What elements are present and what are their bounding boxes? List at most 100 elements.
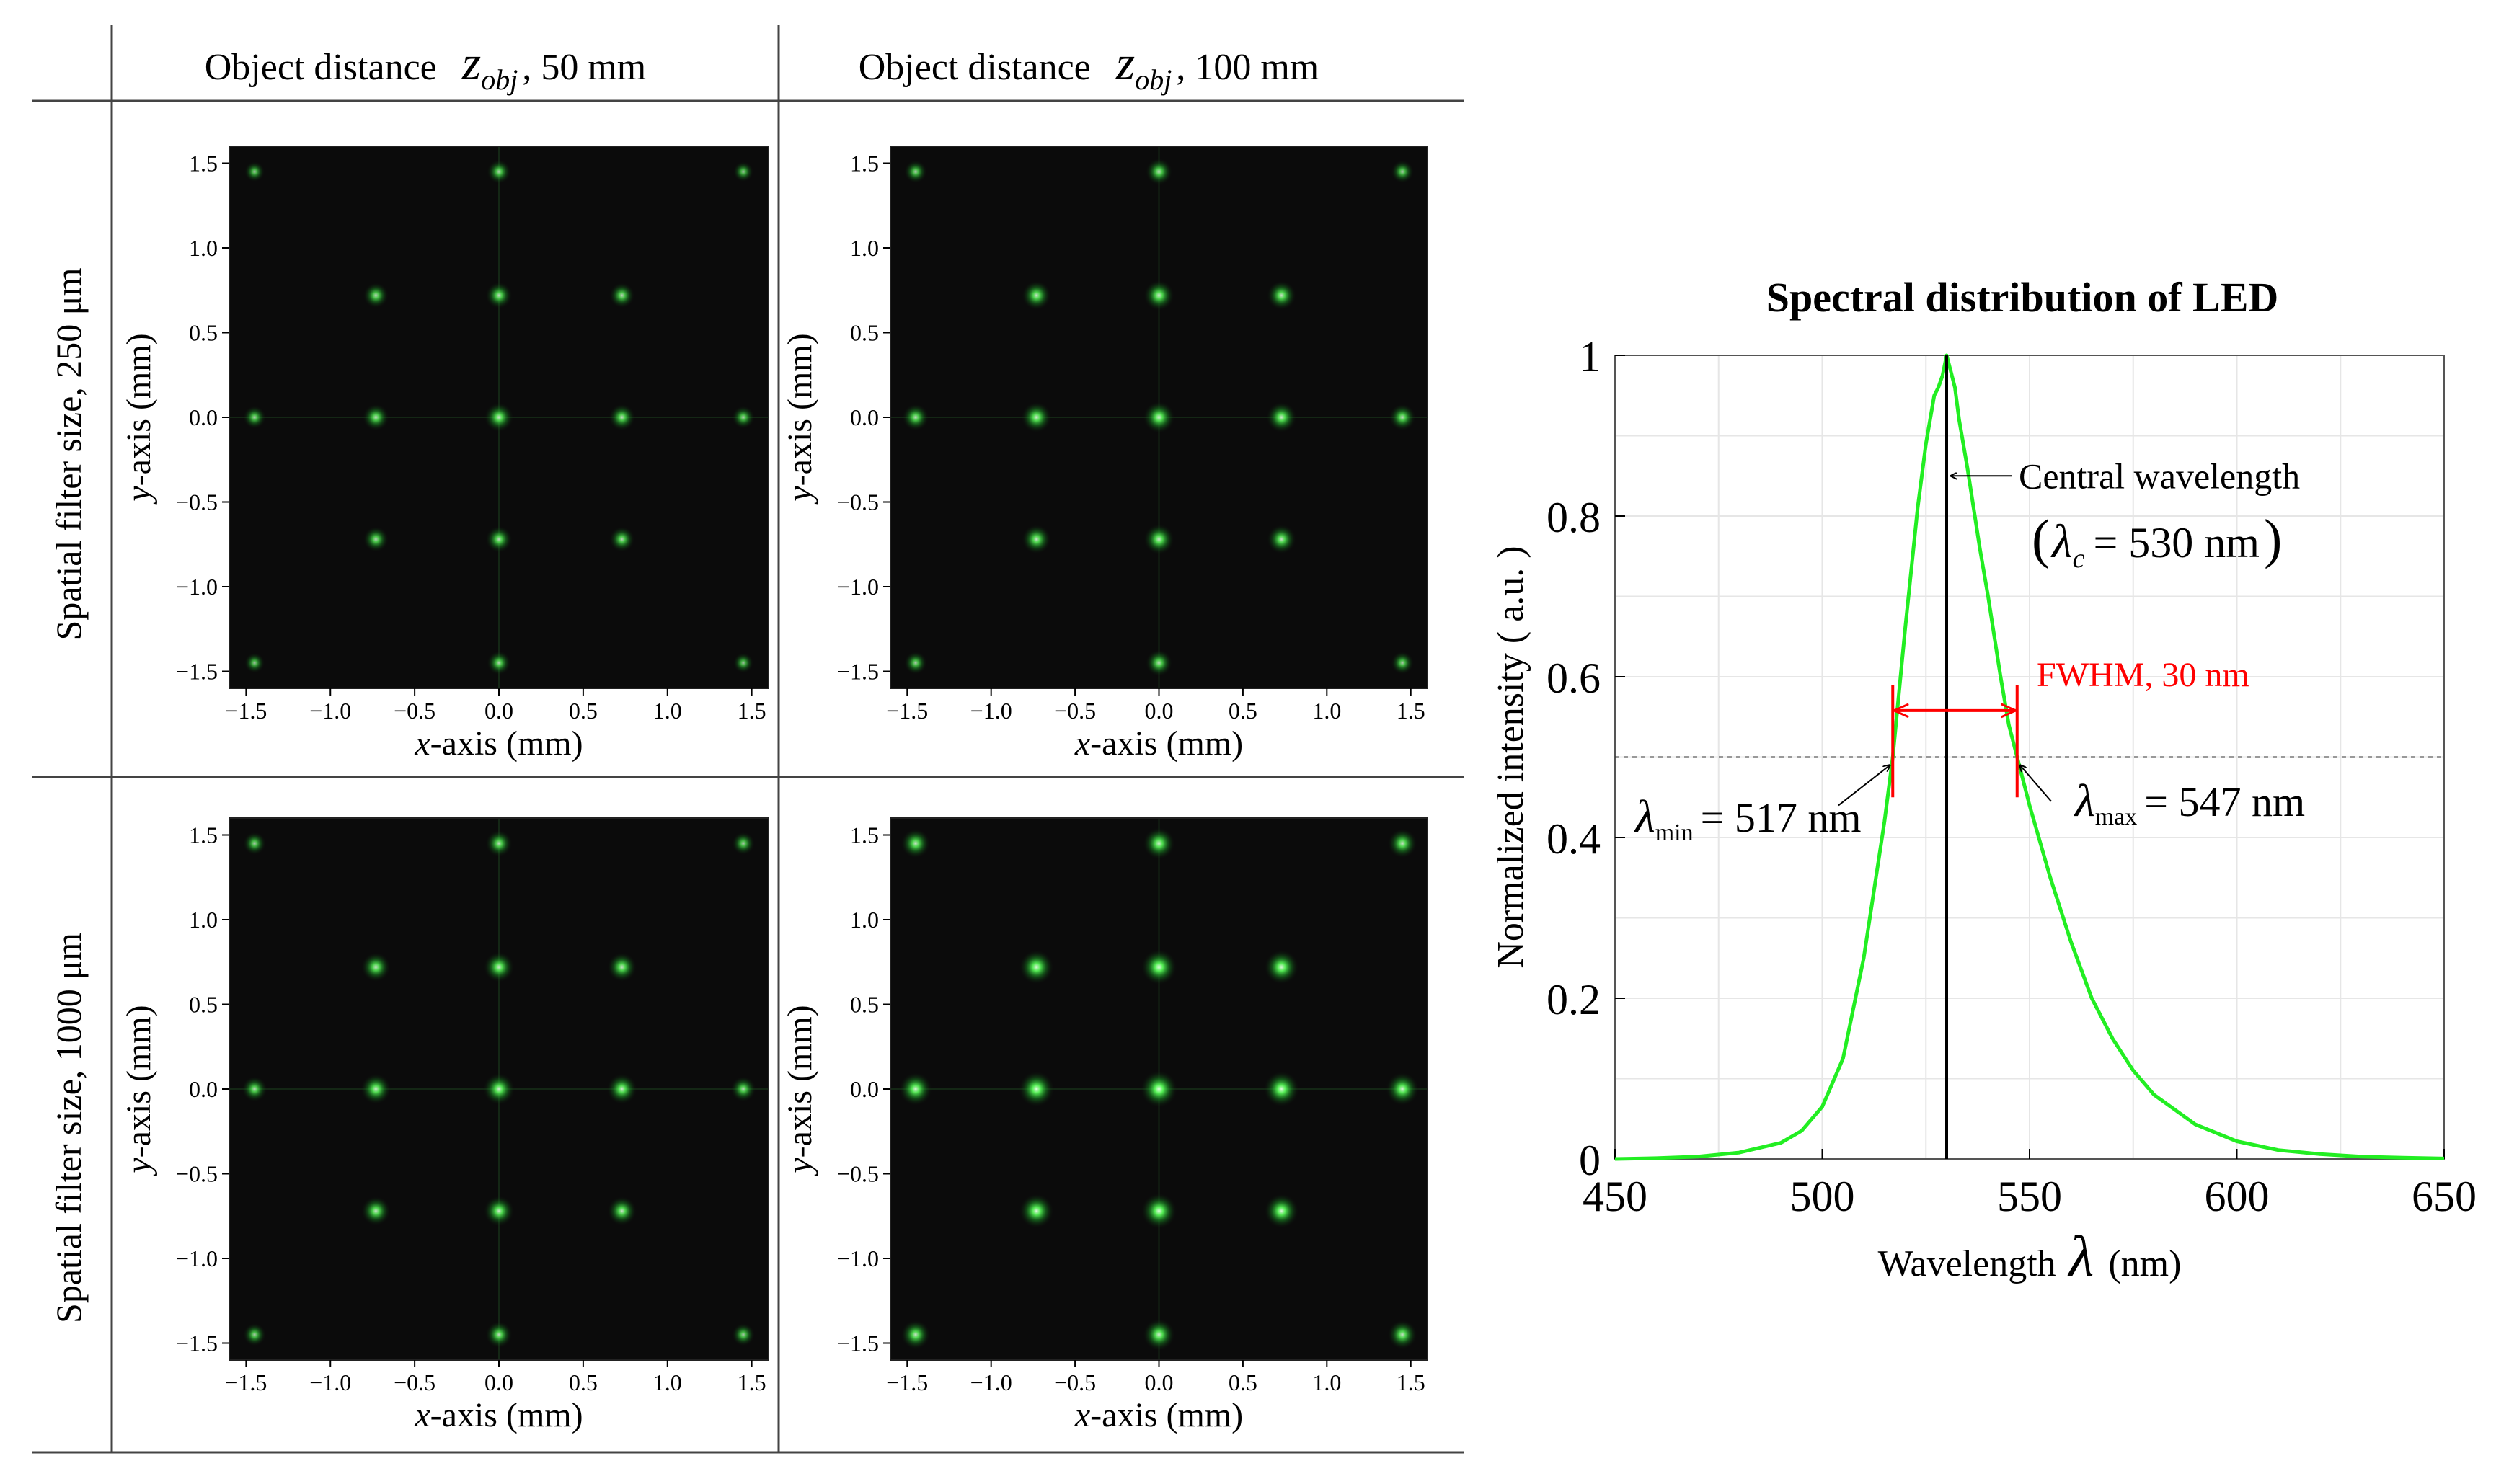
light-spot [487,159,511,185]
light-spot [607,1196,637,1226]
light-spot [1141,948,1177,985]
light-spot [901,828,931,858]
light-spot [360,1073,391,1105]
table-frame [32,25,1464,1454]
y-axis-label-var: y [781,1158,819,1177]
y-tick-label: 1.0 [189,907,218,933]
light-spot [1021,280,1052,311]
spot-panel-1000um-50mm: −1.5 −1.0 −0.5 0.0 0.5 1.0 1.5 1.5 1.0 0.5 0.0 −0.5… [120,817,769,1434]
light-spot [242,1076,267,1102]
x-axis-label-text: Wavelength [1878,1243,2056,1284]
y-axis-label-text: -axis (mm) [120,333,158,486]
y-tick-label: 0.6 [1546,654,1601,702]
light-spot [1387,828,1417,858]
light-spot [1141,1193,1177,1230]
x-axis-label-text: -axis (mm) [1090,724,1243,763]
x-tick-label: 0.0 [484,1369,513,1395]
column-header-z-sub: obj [481,63,518,96]
y-tick-label: −1.0 [837,1245,879,1271]
row-header-250um: Spatial filter size, 250 μm [48,267,89,640]
x-tick-label: −1.0 [970,1369,1012,1395]
fwhm-label: FWHM, 30 nm [2037,656,2249,694]
y-tick-label: −0.5 [176,1161,218,1187]
x-tick-label: 0.0 [1145,698,1174,724]
x-axis-label-unit: (nm) [2108,1243,2181,1284]
column-header-z: z [1115,35,1135,90]
central-value-subscript: c [2073,543,2085,574]
central-value-open-paren: ( [2032,509,2050,569]
light-spot [607,952,637,982]
light-spot [1385,1072,1420,1106]
y-axis-label: y-axis (mm) [781,1005,819,1176]
central-value-close-paren: ) [2264,509,2282,569]
lambda-min-symbol: λ [1634,791,1655,842]
spot-panel-250um-100mm: −1.5 −1.0 −0.5 0.0 0.5 1.0 1.5 1.5 1.0 0.5 0.0 −0.5… [781,146,1428,763]
x-tick-label: −1.5 [886,698,928,724]
y-tick-label: 0.5 [189,992,218,1018]
x-axis-label: x-axis (mm) [414,1396,583,1434]
y-tick-label: −1.0 [176,1245,218,1271]
light-spot [1264,949,1299,985]
y-axis-label-var: y [120,486,158,505]
x-axis-label: Wavelength λ (nm) [1878,1225,2182,1289]
light-spot [1143,401,1175,434]
light-spot [1390,651,1415,675]
light-spot [606,1073,638,1105]
x-axis-label-text: -axis (mm) [430,724,583,763]
y-tick-label: −0.5 [837,489,879,515]
lambda-min-arrow [1838,765,1890,807]
y-tick-label: −1.5 [176,659,218,685]
x-tick-label: −0.5 [394,698,435,724]
light-spot [731,1323,756,1346]
light-spot [485,1320,513,1349]
spot-panel-1000um-100mm: −1.5 −1.0 −0.5 0.0 0.5 1.0 1.5 1.5 1.0 0.5 0.0 −0.5… [781,817,1428,1434]
x-axis-label-var: x [1074,724,1090,763]
light-spot [1390,160,1415,184]
light-spot [242,832,267,856]
x-tick-label: 500 [1790,1173,1855,1220]
light-spot [1140,1070,1178,1108]
column-header-prefix: Object distance [205,47,437,88]
light-spot [903,160,928,184]
x-axis-label-var: x [414,724,430,763]
row-header-1000um: Spatial filter size, 1000 μm [48,933,89,1323]
y-tick-label: 1.0 [189,235,218,261]
light-spot [483,1195,515,1227]
column-header-z: z [461,35,481,90]
x-tick-label: 0.0 [484,698,513,724]
light-spot [242,405,267,430]
y-axis-label-text: -axis (mm) [120,1005,158,1158]
light-spot [1143,280,1174,311]
x-tick-label: −1.5 [886,1369,928,1395]
lambda-min-value: = 517 nm [1701,794,1862,841]
light-spot [1389,404,1416,431]
x-axis-label-text: -axis (mm) [430,1396,583,1434]
light-spot [1143,1318,1175,1351]
x-tick-label: 1.5 [738,698,766,724]
light-spot [1266,524,1297,554]
y-tick-label: 0.0 [189,1076,218,1102]
light-spot [609,282,635,308]
y-tick-label: 0.0 [189,404,218,430]
lambda-max-symbol: λ [2074,775,2095,826]
y-axis-label: y-axis (mm) [120,333,158,505]
light-spot [1021,524,1052,554]
y-tick-label: 0.5 [850,320,879,346]
light-spot [1266,280,1297,311]
x-tick-label: −0.5 [1054,1369,1096,1395]
x-axis-label: x-axis (mm) [414,724,583,763]
y-tick-label: 1 [1579,333,1601,381]
x-tick-label: 0.5 [1229,1369,1257,1395]
light-spot [733,652,754,674]
y-tick-label: −1.5 [837,659,879,685]
y-tick-label: 0.0 [850,1076,879,1102]
y-axis-label: Normalized intensity ( a.u. ) [1490,546,1531,968]
light-spot [244,652,265,674]
column-header-100mm: Object distance zobj, 100 mm [859,35,1319,96]
x-tick-label: 450 [1583,1173,1647,1220]
x-tick-label: −1.0 [309,1369,351,1395]
light-spot [1264,1194,1299,1229]
x-tick-label: −0.5 [394,1369,435,1395]
light-spot [485,282,513,309]
